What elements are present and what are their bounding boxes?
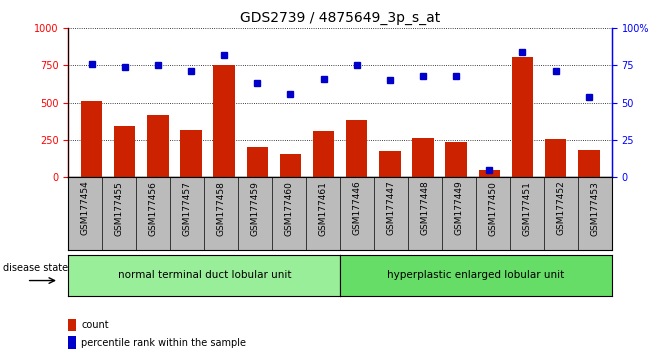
Bar <box>81 101 102 177</box>
Text: disease state: disease state <box>3 263 68 273</box>
Text: GSM177460: GSM177460 <box>284 181 294 235</box>
Text: GSM177456: GSM177456 <box>149 181 158 235</box>
Bar <box>147 115 169 177</box>
Text: GSM177455: GSM177455 <box>115 181 124 235</box>
Text: GSM177446: GSM177446 <box>353 181 362 235</box>
Bar <box>478 170 500 177</box>
Text: GSM177451: GSM177451 <box>523 181 531 235</box>
Text: GSM177454: GSM177454 <box>81 181 90 235</box>
Text: count: count <box>81 320 109 330</box>
Text: percentile rank within the sample: percentile rank within the sample <box>81 338 246 348</box>
Text: GSM177453: GSM177453 <box>590 181 600 235</box>
Bar <box>214 65 235 177</box>
Bar <box>312 131 335 177</box>
Bar <box>545 139 566 177</box>
Bar <box>68 319 77 331</box>
Title: GDS2739 / 4875649_3p_s_at: GDS2739 / 4875649_3p_s_at <box>240 11 440 24</box>
Bar <box>346 120 368 177</box>
Bar <box>180 130 202 177</box>
Text: GSM177458: GSM177458 <box>217 181 226 235</box>
Text: GSM177448: GSM177448 <box>421 181 430 235</box>
Bar <box>578 150 600 177</box>
Bar <box>412 138 434 177</box>
Text: GSM177449: GSM177449 <box>454 181 464 235</box>
Bar <box>512 57 533 177</box>
Bar <box>68 336 77 349</box>
Text: GSM177459: GSM177459 <box>251 181 260 235</box>
Text: GSM177461: GSM177461 <box>318 181 327 235</box>
Text: GSM177450: GSM177450 <box>488 181 497 235</box>
Bar <box>379 151 400 177</box>
Text: normal terminal duct lobular unit: normal terminal duct lobular unit <box>117 270 291 280</box>
Bar <box>114 126 135 177</box>
Bar <box>280 154 301 177</box>
Bar <box>247 147 268 177</box>
Text: GSM177447: GSM177447 <box>387 181 396 235</box>
Text: GSM177452: GSM177452 <box>557 181 566 235</box>
Text: hyperplastic enlarged lobular unit: hyperplastic enlarged lobular unit <box>387 270 564 280</box>
Text: GSM177457: GSM177457 <box>183 181 192 235</box>
Bar <box>445 142 467 177</box>
